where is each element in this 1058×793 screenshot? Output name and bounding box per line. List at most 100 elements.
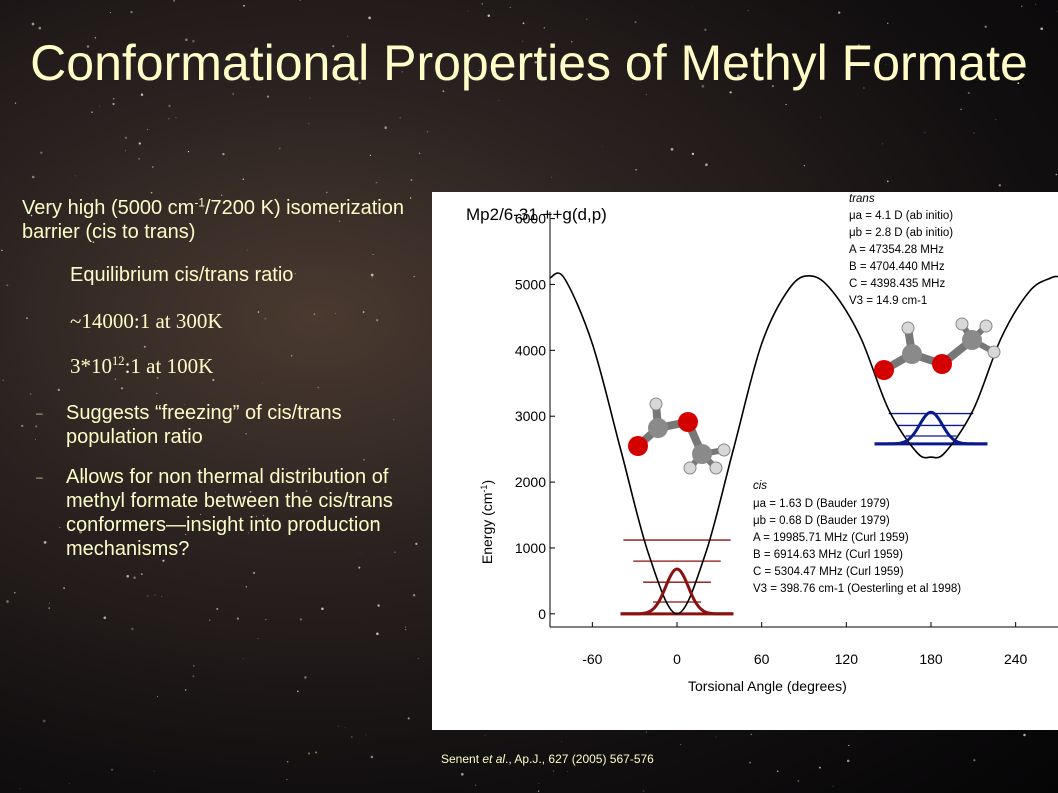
y-tick-label: 3000 — [515, 408, 546, 424]
star — [967, 91, 970, 95]
star — [460, 772, 464, 776]
star — [498, 100, 500, 102]
svg-text:trans: trans — [849, 193, 875, 205]
star — [973, 759, 976, 762]
star — [13, 591, 16, 594]
star — [645, 93, 647, 96]
star — [691, 152, 695, 156]
star — [998, 184, 1001, 187]
star — [467, 10, 469, 12]
star — [995, 118, 997, 121]
star — [538, 783, 540, 784]
freezing-bullet: – Suggests “freezing” of cis/trans popul… — [36, 402, 342, 448]
star — [846, 759, 850, 763]
x-tick-label: 120 — [835, 651, 859, 667]
star — [91, 111, 93, 113]
star — [960, 108, 962, 111]
star — [537, 790, 540, 792]
star — [151, 166, 154, 168]
star — [882, 143, 883, 145]
svg-text:V3 = 14.9 cm-1: V3 = 14.9 cm-1 — [849, 295, 927, 307]
cis-wavefunction — [620, 567, 734, 616]
star — [634, 21, 637, 24]
star — [133, 576, 136, 579]
star — [522, 22, 525, 25]
star — [2, 379, 4, 382]
star — [543, 27, 546, 29]
potential-energy-figure: 0 1000 2000 3000 4000 5000 6000 -60 0 60 120 180 24… — [432, 192, 1058, 730]
star — [484, 734, 486, 736]
star — [705, 163, 708, 167]
star — [818, 766, 821, 769]
y-tick-label: 5000 — [515, 276, 546, 292]
star — [351, 736, 353, 738]
star — [257, 638, 259, 640]
y-tick-label: 2000 — [515, 474, 546, 490]
star — [645, 731, 647, 733]
star — [299, 618, 302, 621]
star — [278, 147, 281, 150]
svg-text:A = 19985.71 MHz (Curl 1959): A = 19985.71 MHz (Curl 1959) — [753, 532, 909, 544]
star — [337, 725, 339, 727]
svg-text:C = 4398.435 MHz: C = 4398.435 MHz — [849, 278, 945, 290]
star — [147, 595, 149, 597]
star — [304, 676, 307, 679]
dash-marker: – — [36, 470, 43, 484]
star — [131, 627, 134, 631]
svg-text:μa = 1.63 D (Bauder 1979): μa = 1.63 D (Bauder 1979) — [753, 498, 890, 510]
star — [601, 146, 603, 148]
star — [410, 179, 413, 181]
star — [14, 102, 17, 104]
y-tick-label: 4000 — [515, 342, 546, 358]
star — [369, 154, 372, 157]
x-axis-label: Torsional Angle (degrees) — [688, 678, 847, 694]
star — [154, 594, 156, 596]
star — [265, 619, 267, 621]
star — [1035, 3, 1037, 5]
star — [561, 741, 563, 743]
star — [803, 164, 806, 167]
star — [99, 105, 100, 107]
star — [42, 719, 46, 723]
star — [138, 142, 141, 145]
svg-text:B = 6914.63 MHz (Curl 1959): B = 6914.63 MHz (Curl 1959) — [753, 549, 903, 561]
star — [848, 744, 850, 747]
nonthermal-bullet: – Allows for non thermal distribution of… — [36, 466, 393, 560]
potential-curve — [549, 272, 1058, 615]
star — [776, 770, 779, 773]
method-label: Mp2/6-31 ++g(d,p) — [466, 205, 607, 224]
star — [567, 771, 568, 772]
star — [984, 25, 987, 28]
star — [168, 118, 170, 120]
star — [399, 117, 401, 119]
star — [405, 629, 407, 631]
svg-text:C = 5304.47 MHz (Curl 1959): C = 5304.47 MHz (Curl 1959) — [753, 566, 904, 578]
svg-text:cis: cis — [753, 480, 767, 492]
star — [69, 783, 70, 784]
svg-text:μa = 4.1 D (ab initio): μa = 4.1 D (ab initio) — [849, 210, 953, 222]
citation: Senent et al., Ap.J., 627 (2005) 567-576 — [441, 752, 654, 766]
star — [266, 95, 270, 98]
star — [838, 11, 841, 14]
star — [140, 93, 144, 96]
star — [6, 284, 9, 287]
star — [1, 249, 3, 252]
x-ticks: -60 0 60 120 180 240 — [582, 622, 1028, 667]
equilibrium-subheading: Equilibrium cis/trans ratio — [70, 264, 294, 286]
star — [887, 22, 889, 24]
star — [309, 97, 311, 99]
star — [140, 573, 143, 576]
star — [820, 116, 822, 118]
star — [750, 733, 753, 736]
star — [692, 5, 693, 7]
star — [375, 181, 377, 184]
svg-text:μb = 2.8 D (ab initio): μb = 2.8 D (ab initio) — [849, 227, 953, 239]
star — [296, 690, 299, 693]
star — [412, 594, 416, 597]
svg-text:V3 = 398.76 cm-1 (Oesterling e: V3 = 398.76 cm-1 (Oesterling et al 1998) — [753, 583, 961, 595]
star — [175, 117, 177, 119]
star — [1040, 27, 1044, 31]
x-tick-label: 60 — [754, 651, 770, 667]
bullet-list: Very high (5000 cm-1/7200 K) isomerizati… — [22, 196, 432, 561]
star — [31, 22, 35, 26]
